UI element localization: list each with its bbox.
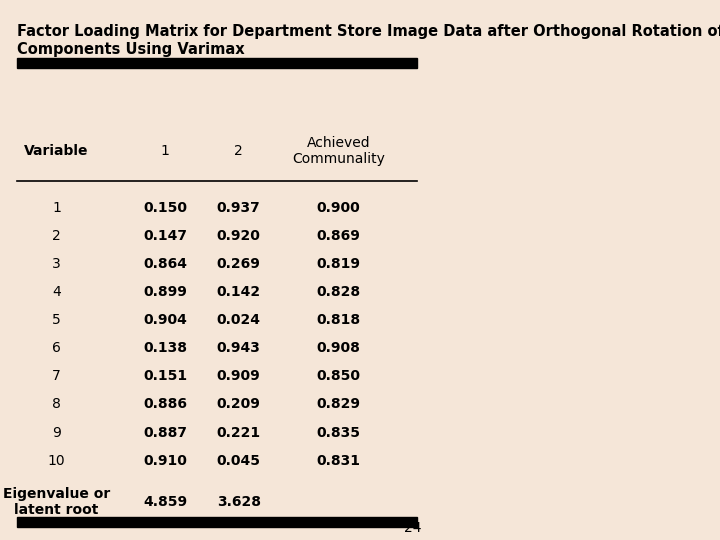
Text: 0.138: 0.138 [143, 341, 187, 355]
Text: 4.859: 4.859 [143, 495, 187, 509]
FancyBboxPatch shape [17, 517, 417, 526]
Text: 0.937: 0.937 [217, 201, 261, 215]
Text: 0.829: 0.829 [317, 397, 361, 411]
Text: 0.221: 0.221 [217, 426, 261, 440]
Text: 0.835: 0.835 [317, 426, 361, 440]
Text: 1: 1 [52, 201, 61, 215]
Text: 0.209: 0.209 [217, 397, 261, 411]
Text: 0.269: 0.269 [217, 257, 261, 271]
Text: Factor Loading Matrix for Department Store Image Data after Orthogonal Rotation : Factor Loading Matrix for Department Sto… [17, 24, 720, 57]
Text: 0.864: 0.864 [143, 257, 187, 271]
Text: 0.151: 0.151 [143, 369, 187, 383]
Text: 0.150: 0.150 [143, 201, 187, 215]
Text: 0.909: 0.909 [217, 369, 261, 383]
Text: 10: 10 [48, 454, 66, 468]
Text: 0.910: 0.910 [143, 454, 187, 468]
Text: 3.628: 3.628 [217, 495, 261, 509]
Text: 0.819: 0.819 [317, 257, 361, 271]
Text: 4: 4 [52, 285, 60, 299]
Text: 0.899: 0.899 [143, 285, 187, 299]
Text: 0.147: 0.147 [143, 229, 187, 243]
Text: 6: 6 [52, 341, 61, 355]
Text: Eigenvalue or
latent root: Eigenvalue or latent root [3, 487, 110, 517]
Text: 7: 7 [52, 369, 60, 383]
Text: 0.900: 0.900 [317, 201, 361, 215]
Text: 0.024: 0.024 [217, 313, 261, 327]
Text: 2: 2 [234, 144, 243, 158]
Text: 0.850: 0.850 [317, 369, 361, 383]
Text: 0.908: 0.908 [317, 341, 361, 355]
Text: 0.920: 0.920 [217, 229, 261, 243]
Text: Achieved
Communality: Achieved Communality [292, 136, 385, 166]
Text: 1: 1 [161, 144, 169, 158]
Text: 0.904: 0.904 [143, 313, 187, 327]
Text: 0.887: 0.887 [143, 426, 187, 440]
Text: 9: 9 [52, 426, 61, 440]
Text: 0.828: 0.828 [317, 285, 361, 299]
Text: 0.142: 0.142 [217, 285, 261, 299]
Text: 8: 8 [52, 397, 61, 411]
Text: 0.818: 0.818 [317, 313, 361, 327]
Text: 0.831: 0.831 [317, 454, 361, 468]
Text: 0.886: 0.886 [143, 397, 187, 411]
FancyBboxPatch shape [17, 58, 417, 68]
Text: 0.869: 0.869 [317, 229, 361, 243]
Text: 5: 5 [52, 313, 60, 327]
Text: 0.943: 0.943 [217, 341, 261, 355]
Text: 0.045: 0.045 [217, 454, 261, 468]
Text: 3: 3 [52, 257, 60, 271]
Text: Variable: Variable [24, 144, 89, 158]
Text: 24: 24 [403, 521, 421, 535]
Text: 2: 2 [52, 229, 60, 243]
